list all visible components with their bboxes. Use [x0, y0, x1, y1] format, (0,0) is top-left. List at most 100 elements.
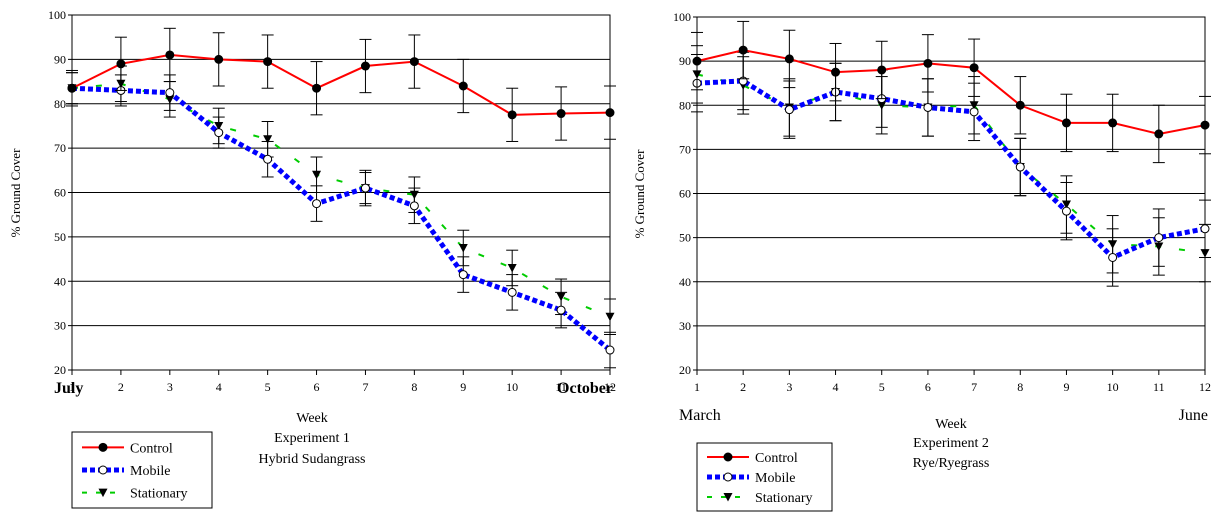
y-tick-label: 100 [673, 10, 691, 24]
legend-label-stationary: Stationary [755, 491, 813, 506]
data-point [1200, 120, 1210, 130]
x-axis-label: Week [935, 417, 967, 432]
x-tick-label: 8 [1017, 380, 1023, 394]
series-line [71, 82, 611, 318]
y-axis-label: % Ground Cover [8, 148, 23, 237]
series-line [696, 49, 1206, 135]
y-tick-label: 40 [679, 275, 691, 289]
y-tick-label: 30 [54, 319, 66, 333]
data-point [165, 88, 175, 98]
chart-subtitle: Experiment 1 [274, 431, 350, 446]
data-point [1154, 129, 1164, 139]
x-tick-label: 5 [265, 380, 271, 394]
series-line [71, 85, 612, 352]
data-point [605, 108, 615, 118]
y-tick-label: 60 [54, 186, 66, 200]
data-point [360, 61, 370, 71]
legend-box [71, 431, 213, 509]
series-line [71, 53, 611, 116]
data-point [116, 59, 126, 69]
data-point [409, 57, 419, 67]
legend-label-control: Control [755, 451, 798, 466]
x-tick-label: 7 [971, 380, 977, 394]
x-tick-label: 2 [118, 380, 124, 394]
data-point [692, 56, 702, 66]
y-tick-label: 50 [679, 231, 691, 245]
x-tick-label: 3 [786, 380, 792, 394]
chart-subtitle: Experiment 2 [913, 436, 989, 451]
x-tick-label: 11 [1153, 380, 1165, 394]
x-tick-label: 7 [362, 380, 368, 394]
start-month-label: July [54, 380, 83, 397]
data-point [877, 65, 887, 75]
y-tick-label: 80 [54, 97, 66, 111]
data-point [458, 243, 468, 253]
chart-title: Hybrid Sudangrass [259, 452, 366, 467]
series-control [66, 27, 616, 142]
end-month-label: June [1179, 407, 1208, 424]
data-point [312, 170, 322, 180]
data-point [458, 81, 468, 91]
x-tick-label: 2 [740, 380, 746, 394]
data-point [784, 105, 794, 115]
legend: Control Mobile Stationary [696, 442, 833, 512]
y-tick-label: 70 [54, 141, 66, 155]
series-control [691, 20, 1211, 164]
x-tick-label: 6 [925, 380, 931, 394]
data-point [214, 54, 224, 64]
data-point [831, 67, 841, 77]
x-tick-label: 1 [694, 380, 700, 394]
series-line [696, 78, 1206, 261]
data-point [1015, 162, 1025, 172]
data-point [605, 312, 615, 322]
x-tick-label: 4 [833, 380, 839, 394]
x-tick-label: 3 [167, 380, 173, 394]
data-point [458, 270, 468, 280]
data-point [605, 345, 615, 355]
y-tick-label: 20 [679, 363, 691, 377]
legend-marker [98, 442, 108, 452]
x-tick-label: 10 [506, 380, 518, 394]
x-tick-label: 9 [460, 380, 466, 394]
x-tick-label: 6 [314, 380, 320, 394]
data-point [1015, 100, 1025, 110]
x-tick-label: 10 [1107, 380, 1119, 394]
data-point [263, 57, 273, 67]
y-tick-label: 80 [679, 98, 691, 112]
legend-label-stationary: Stationary [130, 487, 188, 502]
data-point [360, 183, 370, 193]
data-point [1108, 252, 1118, 262]
series-mobile [66, 72, 616, 369]
data-point [409, 201, 419, 211]
data-point [556, 109, 566, 119]
data-point [263, 135, 273, 144]
x-tick-label: 8 [411, 380, 417, 394]
x-tick-label: 12 [1199, 380, 1211, 394]
series-stationary [66, 65, 616, 335]
x-tick-label: 4 [216, 380, 222, 394]
x-tick-label: 12 [604, 380, 616, 394]
y-tick-label: 90 [54, 52, 66, 66]
data-point [1200, 224, 1210, 234]
y-tick-label: 100 [48, 8, 66, 22]
data-point [67, 83, 77, 93]
data-point [507, 263, 517, 273]
legend-marker [723, 493, 733, 502]
data-point [784, 54, 794, 64]
data-point [507, 287, 517, 297]
y-axis-label: % Ground Cover [632, 149, 647, 238]
data-point [923, 102, 933, 112]
data-point [556, 305, 566, 315]
legend-marker [723, 452, 733, 462]
legend-marker [723, 472, 733, 482]
legend-label-mobile: Mobile [755, 471, 795, 486]
data-point [165, 50, 175, 60]
y-tick-label: 40 [54, 274, 66, 288]
data-point [1061, 118, 1071, 128]
y-tick-label: 70 [679, 142, 691, 156]
start-month-label: March [679, 407, 721, 424]
legend-label-control: Control [130, 441, 173, 456]
data-point [923, 58, 933, 68]
y-tick-label: 20 [54, 363, 66, 377]
